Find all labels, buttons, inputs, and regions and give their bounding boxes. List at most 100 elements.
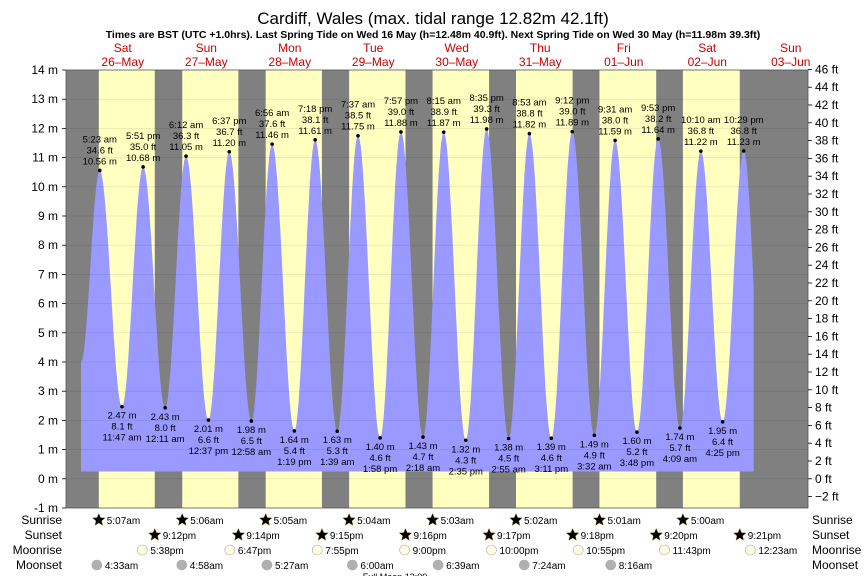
high-tide-ft-label: 38.0 ft	[602, 115, 629, 126]
high-tide-time-label: 7:57 pm	[384, 96, 418, 107]
tide-point	[463, 438, 468, 443]
right-axis-tick-label: 30 ft	[815, 205, 839, 219]
tide-point	[570, 129, 575, 134]
sunrise-time-label: 5:06am	[190, 516, 223, 527]
high-tide-time-label: 6:37 pm	[212, 116, 246, 127]
low-tide-ft-label: 5.7 ft	[669, 443, 690, 454]
sunrise-time-label: 5:02am	[524, 516, 557, 527]
row-label-left-moonset: Moonset	[16, 558, 63, 572]
sunset-time-label: 9:12pm	[163, 531, 196, 542]
moonrise-time-label: 11:43pm	[673, 546, 711, 557]
tide-point	[527, 131, 532, 136]
day-weekday-label: Mon	[278, 41, 301, 55]
low-tide-time-label: 11:47 am	[103, 433, 142, 444]
left-axis-tick-label: 4 m	[38, 355, 58, 369]
sunrise-time-label: 5:04am	[357, 516, 390, 527]
tide-point	[506, 436, 511, 441]
day-headers: Sat26–MaySun27–MayMon28–MayTue29–MayWed3…	[101, 41, 810, 69]
left-axis-tick-label: 2 m	[38, 413, 58, 427]
tide-point	[184, 154, 188, 158]
low-tide-time-label: 4:09 am	[663, 454, 697, 465]
high-tide-ft-label: 35.0 ft	[130, 142, 157, 153]
low-tide-m-label: 1.32 m	[451, 444, 480, 455]
high-tide-time-label: 9:53 pm	[641, 103, 675, 114]
moonrise-time-label: 10:00pm	[500, 546, 539, 557]
low-tide-m-label: 1.40 m	[366, 442, 395, 453]
low-tide-ft-label: 6.6 ft	[198, 435, 219, 446]
high-tide-m-label: 11.89 m	[555, 118, 589, 129]
day-date-label: 03–Jun	[771, 55, 810, 69]
right-axis-tick-label: 26 ft	[815, 240, 839, 254]
right-axis-tick-label: 44 ft	[815, 80, 839, 94]
low-tide-m-label: 1.49 m	[580, 439, 609, 450]
chart-title: Cardiff, Wales (max. tidal range 12.82m …	[257, 9, 609, 28]
high-tide-m-label: 11.75 m	[341, 122, 375, 133]
sunrise-time-label: 5:07am	[107, 516, 140, 527]
low-tide-ft-label: 5.2 ft	[626, 447, 647, 458]
sunrise-time-label: 5:03am	[441, 516, 474, 527]
low-tide-m-label: 1.74 m	[665, 432, 694, 443]
low-tide-m-label: 1.39 m	[537, 442, 566, 453]
low-tide-time-label: 12:58 am	[232, 447, 272, 458]
moonrise-moon-icon	[659, 544, 670, 556]
tide-point	[441, 130, 446, 134]
tide-point	[613, 138, 617, 143]
high-tide-ft-label: 39.3 ft	[473, 104, 500, 115]
moonrise-moon-icon	[486, 544, 497, 556]
sunset-star-icon	[732, 527, 747, 541]
right-axis-tick-label: 34 ft	[815, 169, 839, 183]
sunrise-star-icon	[425, 512, 440, 526]
day-date-label: 02–Jun	[688, 55, 727, 69]
low-tide-time-label: 2:35 pm	[449, 466, 483, 477]
sunset-star-icon	[315, 527, 329, 541]
day-date-label: 27–May	[185, 55, 228, 69]
right-axis-tick-label: 24 ft	[815, 258, 839, 272]
row-label-left-sunrise: Sunrise	[21, 513, 62, 527]
day-date-label: 29–May	[352, 55, 395, 69]
low-tide-ft-label: 4.3 ft	[455, 455, 476, 466]
tide-point	[141, 165, 145, 169]
moonset-moon-icon	[176, 559, 188, 571]
day-weekday-label: Wed	[445, 41, 469, 55]
left-axis-tick-label: 0 m	[38, 472, 58, 486]
high-tide-m-label: 11.20 m	[212, 138, 246, 149]
tide-area	[81, 129, 754, 472]
low-tide-m-label: 2.47 m	[107, 411, 136, 422]
high-tide-time-label: 9:31 am	[598, 104, 632, 115]
high-tide-ft-label: 38.9 ft	[430, 107, 457, 118]
moon-phase-note: Full Moon 12:00	[363, 572, 428, 576]
day-date-label: 01–Jun	[604, 55, 643, 69]
tide-curve	[81, 129, 754, 472]
high-tide-ft-label: 36.7 ft	[216, 127, 243, 138]
sunrise-time-label: 5:00am	[691, 516, 724, 527]
day-weekday-label: Sun	[196, 41, 217, 55]
high-tide-m-label: 11.46 m	[255, 130, 289, 141]
sunset-time-label: 9:18pm	[581, 531, 614, 542]
tide-point	[97, 168, 102, 173]
moonset-time-label: 4:58am	[190, 561, 223, 572]
low-tide-ft-label: 6.4 ft	[712, 437, 733, 448]
high-tide-m-label: 11.59 m	[598, 126, 632, 137]
moonrise-moon-icon	[311, 544, 323, 556]
low-tide-ft-label: 4.6 ft	[370, 453, 391, 464]
tide-point	[720, 420, 725, 424]
right-axis-tick-label: 32 ft	[815, 187, 839, 201]
right-axis-tick-label: 12 ft	[815, 365, 839, 379]
moonrise-moon-icon	[572, 544, 584, 556]
left-axis-tick-label: 5 m	[38, 326, 58, 340]
sunset-star-icon	[231, 527, 246, 541]
sunset-time-label: 9:20pm	[664, 531, 697, 542]
low-tide-time-label: 2:55 am	[491, 465, 525, 476]
high-tide-time-label: 8:53 am	[512, 98, 546, 109]
high-tide-m-label: 10.56 m	[83, 156, 117, 167]
tide-point	[206, 418, 211, 422]
sunrise-star-icon	[91, 512, 106, 526]
high-tide-time-label: 6:12 am	[169, 120, 203, 131]
high-tide-time-label: 7:37 am	[341, 100, 375, 111]
tide-point	[270, 142, 274, 146]
moonrise-time-label: 12:23am	[758, 546, 797, 557]
high-tide-time-label: 8:15 am	[427, 96, 461, 107]
axes: -1 m 0 m 1 m 2 m 3 m 4 m 5 m 6 m 7 m 8 m 9 m 10 m 11…	[31, 62, 839, 515]
moonset-moon-icon	[261, 559, 273, 571]
